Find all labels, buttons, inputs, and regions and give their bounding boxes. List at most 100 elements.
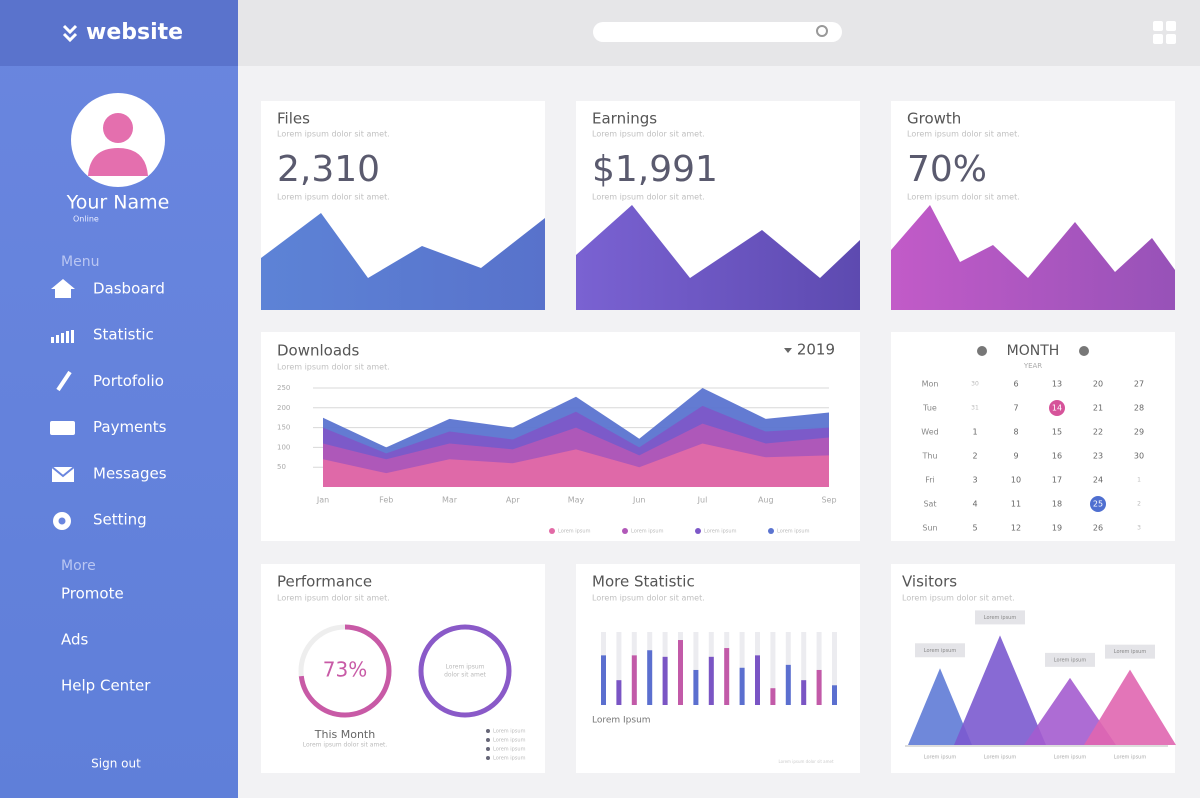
calendar-day[interactable]: 25 xyxy=(1093,500,1103,509)
calendar-day[interactable]: 5 xyxy=(972,524,977,533)
calendar-day[interactable]: 8 xyxy=(1013,428,1018,437)
calendar-day[interactable]: 30 xyxy=(971,381,979,388)
peak xyxy=(908,668,972,745)
card-caption: Lorem ipsum dolor sit amet. xyxy=(277,193,390,202)
weekday: Wed xyxy=(921,428,938,437)
weekday: Thu xyxy=(921,452,937,461)
calendar-day[interactable]: 2 xyxy=(1137,501,1141,508)
calendar-day[interactable]: 17 xyxy=(1052,476,1062,485)
chart-title: Downloads xyxy=(277,342,360,360)
user-name: Your Name xyxy=(66,192,170,214)
bar xyxy=(631,655,637,705)
calendar-day[interactable]: 11 xyxy=(1011,500,1021,509)
calendar-day[interactable]: 18 xyxy=(1052,500,1062,509)
avatar-head xyxy=(103,113,133,143)
calendar-day[interactable]: 26 xyxy=(1093,524,1103,533)
x-tick-label: Aug xyxy=(758,496,774,505)
sign-out[interactable]: Sign out xyxy=(91,757,141,771)
calendar-year: YEAR xyxy=(1023,362,1042,370)
year-dropdown[interactable] xyxy=(784,348,792,353)
legend-label: Lorem ipsum xyxy=(558,529,591,535)
calendar-day[interactable]: 9 xyxy=(1013,452,1018,461)
x-tick-label: Mar xyxy=(442,496,458,505)
legend-swatch xyxy=(549,528,555,534)
calendar-day[interactable]: 2 xyxy=(972,452,977,461)
calendar-day[interactable]: 21 xyxy=(1093,404,1103,413)
card-caption: Lorem ipsum dolor sit amet. xyxy=(592,193,705,202)
menu-item[interactable]: Payments xyxy=(93,418,167,436)
apps-icon[interactable] xyxy=(1153,21,1176,44)
footnote: Lorem ipsum dolor sit amet xyxy=(778,759,834,764)
callout-label: Lorem ipsum xyxy=(1114,649,1147,655)
menu-item[interactable]: Dasboard xyxy=(93,280,165,298)
calendar-day[interactable]: 1 xyxy=(972,428,977,437)
calendar-day[interactable]: 15 xyxy=(1052,428,1062,437)
calendar-day[interactable]: 12 xyxy=(1011,524,1021,533)
legend-swatch xyxy=(768,528,774,534)
next-month[interactable] xyxy=(1079,346,1089,356)
menu-item[interactable]: Setting xyxy=(93,511,147,529)
calendar-day[interactable]: 27 xyxy=(1134,380,1144,389)
calendar-day[interactable]: 10 xyxy=(1011,476,1021,485)
x-tick-label: Apr xyxy=(506,496,521,505)
calendar-day[interactable]: 4 xyxy=(972,500,977,509)
calendar-day[interactable]: 6 xyxy=(1013,380,1018,389)
bar xyxy=(662,656,668,705)
card-subtitle: Lorem ipsum dolor sit amet. xyxy=(902,594,1015,603)
calendar-day[interactable]: 19 xyxy=(1052,524,1062,533)
more-item[interactable]: Help Center xyxy=(61,677,151,695)
menu-item[interactable]: Statistic xyxy=(93,326,154,344)
legend-label: Lorem ipsum xyxy=(631,529,664,535)
more-item[interactable]: Ads xyxy=(61,631,89,649)
card-title: Files xyxy=(277,110,310,128)
earnings-sparkline xyxy=(576,205,860,310)
calendar-day[interactable]: 24 xyxy=(1093,476,1103,485)
peak xyxy=(954,635,1046,745)
card-caption: Lorem ipsum dolor sit amet. xyxy=(907,193,1020,202)
files-sparkline xyxy=(261,213,545,310)
peak xyxy=(1024,677,1116,745)
calendar-day[interactable]: 23 xyxy=(1093,452,1103,461)
calendar-day[interactable]: 16 xyxy=(1052,452,1062,461)
card-subtitle: Lorem ipsum dolor sit amet. xyxy=(277,130,390,139)
chart-subtitle: Lorem ipsum dolor sit amet. xyxy=(277,363,390,372)
year-select[interactable]: 2019 xyxy=(797,341,835,359)
card-value: 70% xyxy=(907,149,987,190)
calendar-day[interactable]: 20 xyxy=(1093,380,1103,389)
calendar-day[interactable]: 30 xyxy=(1134,452,1144,461)
calendar-day[interactable]: 1 xyxy=(1137,477,1141,484)
prev-month[interactable] xyxy=(977,346,987,356)
calendar-day[interactable]: 3 xyxy=(1137,525,1141,532)
search-icon[interactable] xyxy=(816,25,828,37)
calendar-day[interactable]: 28 xyxy=(1134,404,1144,413)
bar-track xyxy=(616,632,622,705)
bar xyxy=(816,669,822,705)
bar-track xyxy=(693,632,699,705)
ring-value xyxy=(298,624,392,718)
calendar-day[interactable]: 14 xyxy=(1052,404,1062,413)
more-title: More xyxy=(61,558,96,574)
menu-item[interactable]: Messages xyxy=(93,464,167,482)
bar xyxy=(708,656,714,705)
card-title: Growth xyxy=(907,110,961,128)
menu-item[interactable]: Portofolio xyxy=(93,372,164,390)
calendar-day[interactable]: 7 xyxy=(1013,404,1018,413)
weekday: Sat xyxy=(923,500,936,509)
more-item[interactable]: Promote xyxy=(61,585,124,603)
calendar-day[interactable]: 13 xyxy=(1052,380,1062,389)
search-box[interactable] xyxy=(593,22,842,42)
user-status: Online xyxy=(73,215,99,224)
calendar-day[interactable]: 3 xyxy=(972,476,977,485)
legend-label: Lorem ipsum xyxy=(704,529,737,535)
weekday: Sun xyxy=(922,524,937,533)
logo-icon xyxy=(62,24,78,43)
calendar-day[interactable]: 31 xyxy=(971,405,979,412)
bar-track xyxy=(770,632,776,705)
callout-label: Lorem ipsum xyxy=(984,615,1017,621)
bar-track xyxy=(816,632,822,705)
calendar-day[interactable]: 22 xyxy=(1093,428,1103,437)
callout xyxy=(1045,652,1095,667)
legend-label: Lorem ipsum xyxy=(493,738,526,744)
calendar-day[interactable]: 29 xyxy=(1134,428,1144,437)
